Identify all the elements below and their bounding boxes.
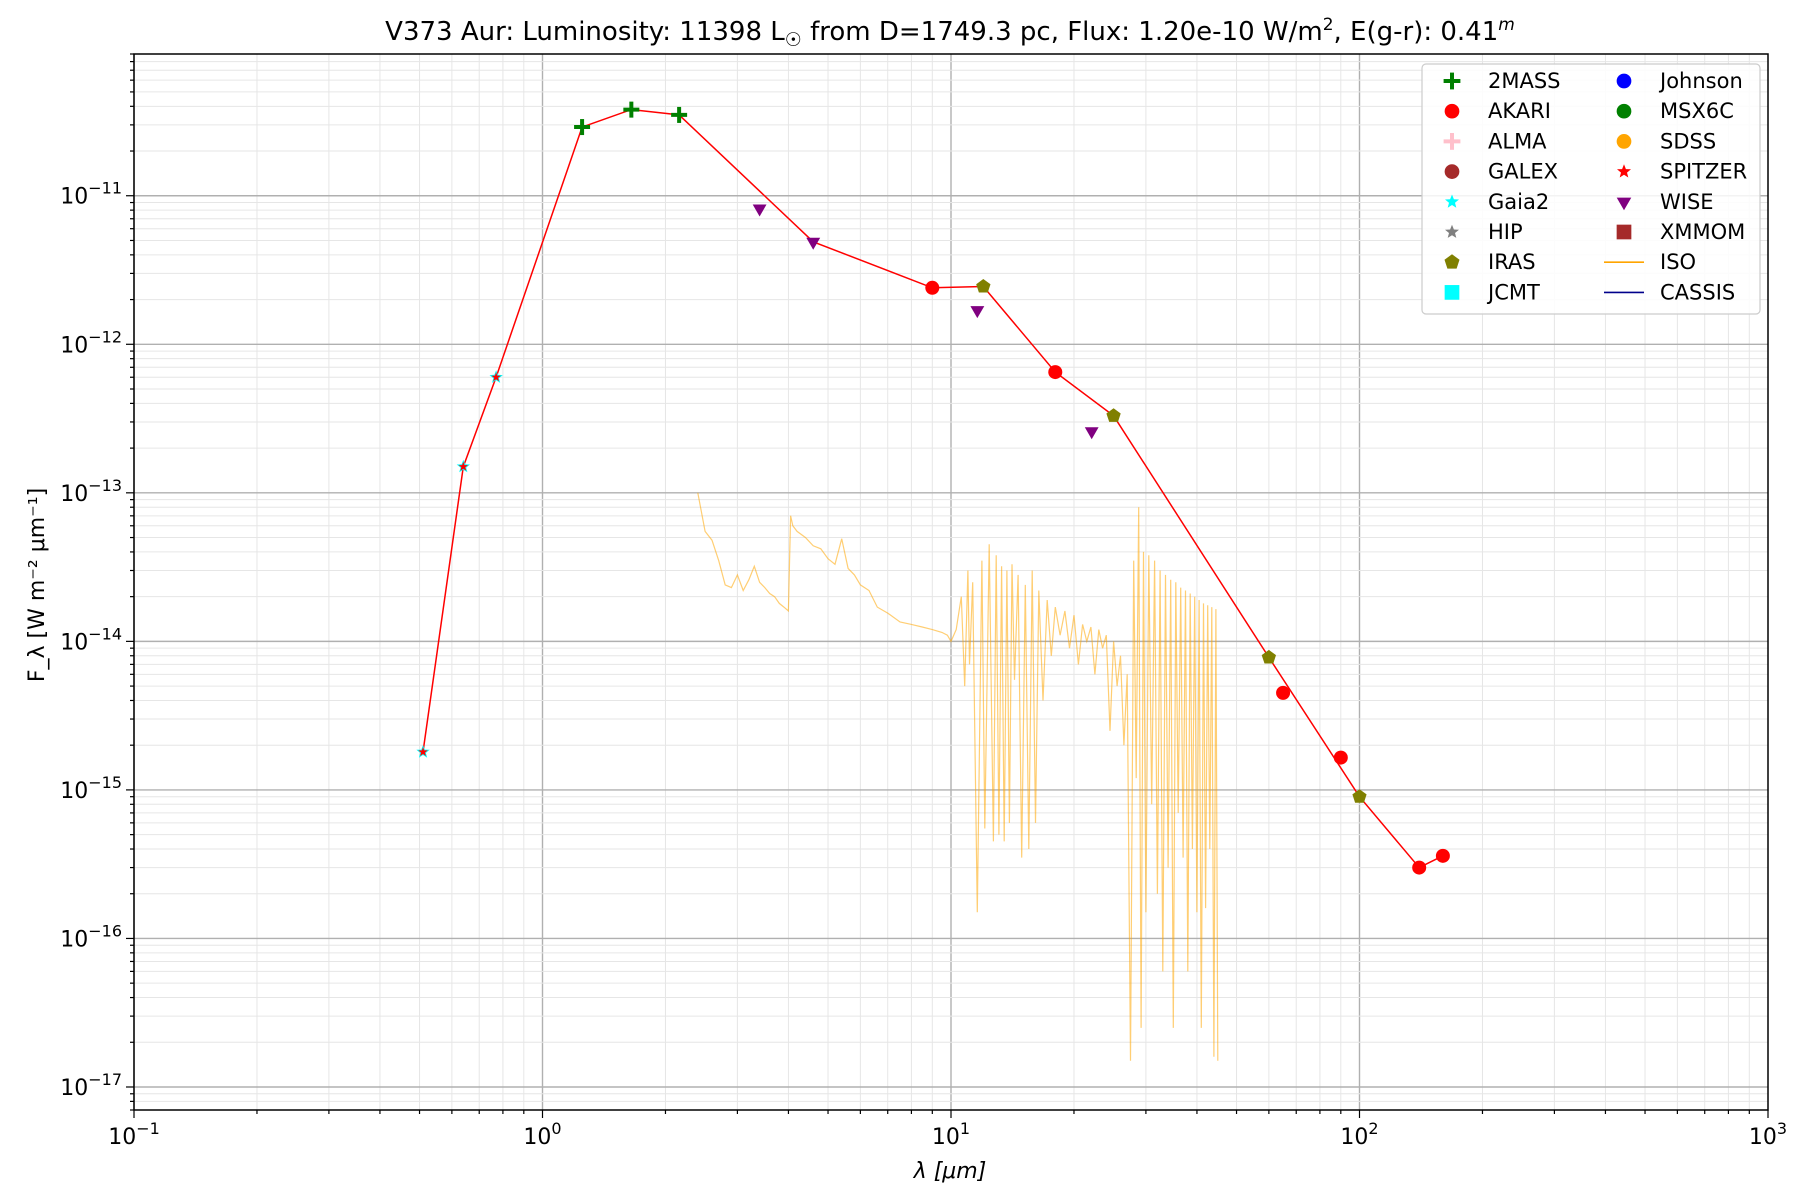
y-tick-label: 10−11 xyxy=(60,179,122,210)
legend-label-spitzer: SPITZER xyxy=(1660,160,1747,184)
legend-label-johnson: Johnson xyxy=(1658,69,1743,93)
legend-label-hip: HIP xyxy=(1488,220,1523,244)
y-tick-label: 10−17 xyxy=(60,1070,122,1101)
legend-label-sdss: SDSS xyxy=(1660,129,1716,153)
legend-marker-sdss xyxy=(1616,134,1632,149)
x-tick-label: 101 xyxy=(932,1119,970,1150)
x-tick-label: 103 xyxy=(1749,1119,1787,1150)
legend-label-msx6c: MSX6C xyxy=(1660,99,1734,123)
spitzer-point xyxy=(491,372,501,382)
spitzer-point xyxy=(418,747,428,756)
legend-label-gaia2: Gaia2 xyxy=(1488,190,1549,214)
y-tick-label: 10−14 xyxy=(60,624,122,655)
x-tick-label: 102 xyxy=(1340,1119,1378,1150)
legend-label-galex: GALEX xyxy=(1488,160,1558,184)
legend-marker-iras xyxy=(1444,254,1460,269)
legend-marker-xmmom xyxy=(1616,224,1632,240)
legend-label-jcmt: JCMT xyxy=(1486,280,1540,304)
legend-label-xmmom: XMMOM xyxy=(1660,220,1745,244)
y-tick-label: 10−16 xyxy=(60,921,122,952)
legend-marker-spitzer xyxy=(1617,164,1631,178)
sed-line xyxy=(422,108,1444,869)
chart-title: V373 Aur: Luminosity: 11398 L☉ from D=17… xyxy=(385,15,1515,51)
y-tick-label: 10−13 xyxy=(60,476,122,507)
axis-ticks: 10−1 100 101 102 103 10−17 10−16 10−15 10−14 10−1… xyxy=(60,53,1787,1150)
wise-point xyxy=(806,237,821,250)
legend-label-wise: WISE xyxy=(1660,190,1714,214)
wise-point xyxy=(970,306,985,319)
2mass-point xyxy=(574,119,591,136)
legend-label-alma: ALMA xyxy=(1488,129,1547,153)
akari-point xyxy=(1048,365,1063,380)
iras-point xyxy=(1352,789,1367,803)
spitzer-point xyxy=(458,461,469,471)
x-tick-label: 100 xyxy=(523,1119,561,1150)
akari-point xyxy=(1435,848,1450,863)
akari-point xyxy=(925,280,940,295)
wise-point xyxy=(1084,427,1099,440)
x-tick-label: 10−1 xyxy=(108,1119,160,1150)
2mass-point xyxy=(671,106,688,123)
y-tick-label: 10−12 xyxy=(60,327,122,358)
legend-label-2mass: 2MASS xyxy=(1488,69,1561,93)
iras-point xyxy=(1261,649,1276,664)
iso-spectrum xyxy=(697,492,1219,1061)
data-markers xyxy=(416,101,1450,875)
legend-marker-hip xyxy=(1445,224,1459,238)
legend-label-cassis: CASSIS xyxy=(1660,280,1735,304)
legend-marker-wise xyxy=(1616,197,1632,211)
legend-marker-alma xyxy=(1443,133,1461,150)
iras-point xyxy=(976,279,991,293)
legend-label-akari: AKARI xyxy=(1488,99,1551,123)
legend-marker-2mass xyxy=(1443,72,1461,90)
legend-box xyxy=(1421,63,1761,315)
legend-label-iras: IRAS xyxy=(1488,250,1536,274)
legend: 2MASS AKARI ALMA GALEX Gaia2 HIP IRAS JCMT Johns… xyxy=(1421,63,1761,315)
legend-marker-jcmt xyxy=(1444,285,1460,300)
akari-point xyxy=(1412,860,1427,875)
sed-model-line xyxy=(422,108,1444,869)
iras-point xyxy=(1106,408,1121,422)
y-tick-label: 10−15 xyxy=(60,773,122,804)
legend-label-iso: ISO xyxy=(1660,250,1696,274)
legend-marker-galex xyxy=(1444,164,1460,179)
y-axis-label: F_λ [W m⁻² μm⁻¹] xyxy=(25,488,50,682)
akari-point xyxy=(1333,750,1348,765)
2mass-point xyxy=(623,101,640,118)
iso-spectrum-line xyxy=(697,492,1219,1061)
legend-marker-msx6c xyxy=(1616,103,1632,119)
legend-marker-gaia2 xyxy=(1445,194,1459,208)
legend-marker-johnson xyxy=(1616,73,1632,89)
akari-point xyxy=(1276,685,1291,700)
x-axis-label: λ [μm] xyxy=(913,1159,987,1184)
wise-point xyxy=(752,204,767,217)
legend-marker-akari xyxy=(1444,103,1460,119)
